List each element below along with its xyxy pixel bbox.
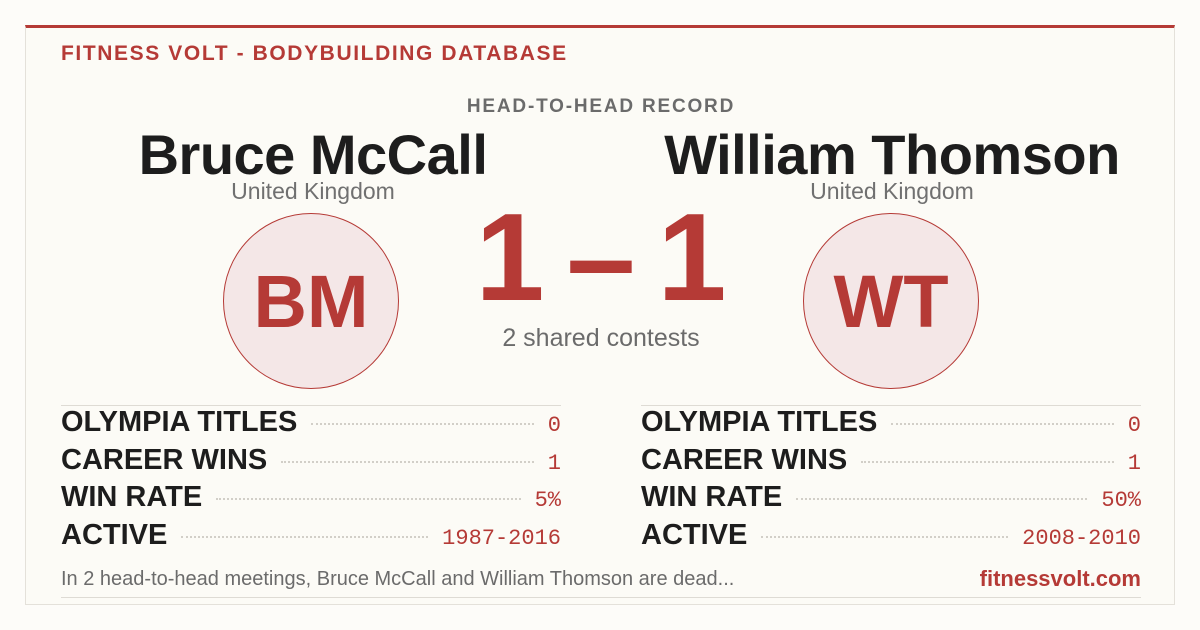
stat-value: 2008-2010 [1022, 525, 1141, 551]
leader-dots [281, 460, 534, 463]
leader-dots [891, 423, 1114, 425]
stat-label: WIN RATE [641, 481, 783, 513]
right-score: 1 [657, 189, 727, 327]
stat-row: ACTIVE 2008-2010 [641, 519, 1141, 557]
stat-label: CAREER WINS [61, 443, 268, 476]
stat-value: 0 [1127, 413, 1141, 438]
right-stats: OLYMPIA TITLES 0 CAREER WINS 1 WIN RATE 50% AC… [641, 405, 1141, 556]
stat-label: WIN RATE [61, 481, 203, 513]
stat-row: OLYMPIA TITLES 0 [61, 406, 561, 444]
right-country: United Kingdom [810, 178, 974, 204]
leader-dots [311, 423, 534, 425]
stat-row: ACTIVE 1987-2016 [61, 519, 561, 557]
stat-label: CAREER WINS [641, 443, 848, 476]
left-name: Bruce McCall [138, 123, 488, 186]
left-avatar: BM [223, 213, 399, 389]
stat-row: OLYMPIA TITLES 0 [641, 406, 1141, 444]
footer: In 2 head-to-head meetings, Bruce McCall… [61, 561, 1141, 598]
stat-value: 1 [547, 450, 561, 476]
stat-label: ACTIVE [61, 518, 168, 551]
right-avatar: WT [803, 213, 979, 389]
summary: In 2 head-to-head meetings, Bruce McCall… [61, 567, 735, 590]
stat-value: 50% [1101, 488, 1141, 513]
section-title: HEAD-TO-HEAD RECORD [466, 96, 736, 117]
leader-dots [761, 535, 1009, 538]
stat-value: 1987-2016 [442, 525, 561, 551]
right-name: William Thomson [664, 123, 1120, 186]
leader-dots [861, 460, 1114, 463]
site-link[interactable]: fitnessvolt.com [979, 566, 1141, 591]
leader-dots [216, 498, 521, 500]
score-separator: – [566, 189, 636, 327]
stat-row: CAREER WINS 1 [641, 444, 1141, 482]
stat-value: 1 [1127, 450, 1141, 476]
score: 1–1 [26, 196, 1176, 320]
stat-label: OLYMPIA TITLES [61, 406, 298, 438]
brand: FITNESS VOLT - BODYBUILDING DATABASE [61, 42, 568, 65]
stat-row: CAREER WINS 1 [61, 444, 561, 482]
left-stats: OLYMPIA TITLES 0 CAREER WINS 1 WIN RATE 5% ACT… [61, 405, 561, 556]
stat-row: WIN RATE 5% [61, 481, 561, 519]
card: FITNESS VOLT - BODYBUILDING DATABASE HEA… [25, 25, 1175, 605]
leader-dots [796, 498, 1088, 500]
stat-value: 0 [547, 413, 561, 438]
left-country: United Kingdom [231, 178, 395, 204]
stat-label: OLYMPIA TITLES [641, 406, 878, 438]
left-score: 1 [475, 189, 545, 327]
stat-row: WIN RATE 50% [641, 481, 1141, 519]
stat-label: ACTIVE [641, 518, 748, 551]
shared-contests: 2 shared contests [502, 324, 700, 352]
stat-value: 5% [534, 488, 561, 513]
leader-dots [181, 535, 429, 538]
